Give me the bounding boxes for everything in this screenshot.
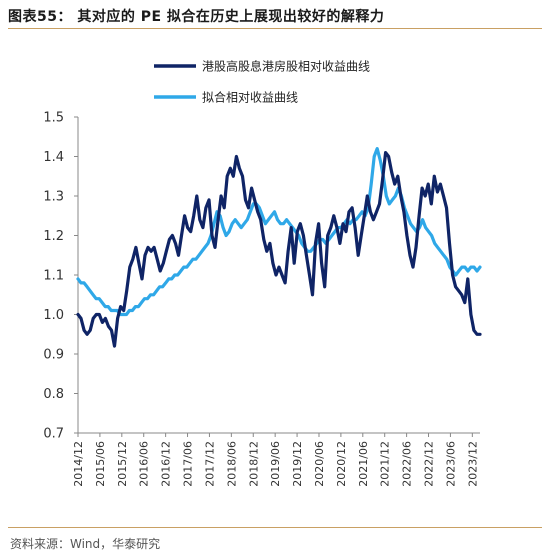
- y-tick-label: 1.2: [43, 229, 64, 244]
- series-line-dividend: [76, 150, 482, 348]
- x-tick-label: 2017/06: [182, 441, 195, 487]
- x-tick-label: 2023/12: [466, 441, 479, 487]
- x-tick-label: 2023/06: [444, 441, 457, 487]
- y-tick-label: 0.8: [43, 387, 64, 402]
- x-tick-label: 2016/06: [138, 441, 151, 487]
- x-tick-label: 2021/06: [357, 441, 370, 487]
- x-tick-label: 2022/06: [401, 441, 414, 487]
- x-tick-label: 2022/12: [423, 441, 436, 487]
- legend-label: 拟合相对收益曲线: [202, 90, 298, 105]
- x-tick-label: 2018/12: [247, 441, 260, 487]
- x-tick-label: 2020/06: [313, 441, 326, 487]
- legend-label: 港股高股息港房股相对收益曲线: [202, 59, 370, 74]
- x-tick-label: 2021/12: [379, 441, 392, 487]
- x-tick-label: 2019/12: [291, 441, 304, 487]
- y-tick-label: 0.7: [43, 427, 64, 442]
- y-tick-label: 0.9: [43, 348, 64, 363]
- x-tick-label: 2015/06: [94, 441, 107, 487]
- source-note: 资料来源：Wind，华泰研究: [10, 537, 161, 551]
- source-divider: [8, 527, 542, 528]
- y-tick-label: 1.4: [43, 150, 64, 165]
- x-tick-label: 2016/12: [160, 441, 173, 487]
- x-tick-label: 2015/12: [116, 441, 129, 487]
- x-tick-label: 2018/06: [225, 441, 238, 487]
- x-tick-label: 2019/06: [269, 441, 282, 487]
- x-tick-label: 2014/12: [72, 441, 85, 487]
- series-line-fitted: [76, 146, 482, 317]
- line-chart: 1.5 1.4 1.3 1.2 1.1 1.0 0.9 0.8 0.7 2014/12 2015/0…: [43, 59, 482, 487]
- y-tick-label: 1.5: [43, 111, 64, 126]
- y-tick-label: 1.3: [43, 190, 64, 205]
- title-divider: [8, 28, 542, 29]
- x-tick-label: 2017/12: [203, 441, 216, 487]
- x-tick-label: 2020/12: [335, 441, 348, 487]
- y-tick-label: 1.1: [43, 269, 64, 284]
- figure-title: 图表55： 其对应的 PE 拟合在历史上展现出较好的解释力: [8, 9, 385, 25]
- y-tick-label: 1.0: [43, 308, 64, 323]
